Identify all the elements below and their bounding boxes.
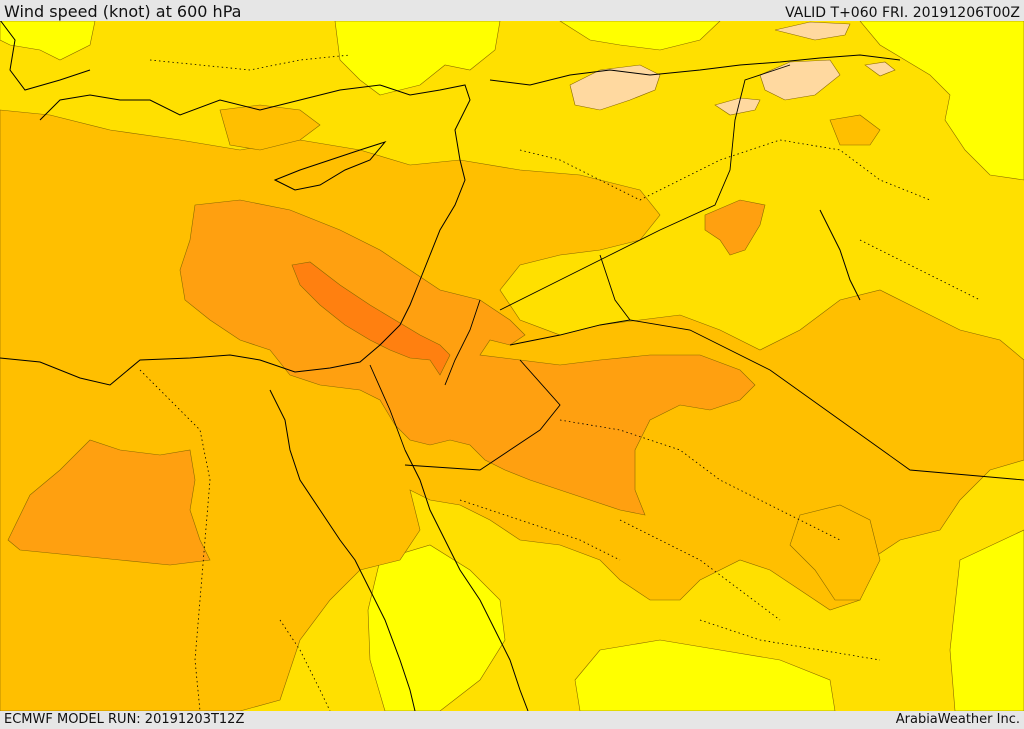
footer-bar: ECMWF MODEL RUN: 20191203T12Z ArabiaWeat… <box>0 711 1024 729</box>
map-title: Wind speed (knot) at 600 hPa <box>4 2 242 21</box>
model-run-label: ECMWF MODEL RUN: 20191203T12Z <box>4 712 245 727</box>
header-bar: Wind speed (knot) at 600 hPa VALID T+060… <box>0 0 1024 21</box>
valid-time: VALID T+060 FRI. 20191206T00Z <box>785 5 1020 21</box>
light-wind-areas <box>0 21 1024 711</box>
borders <box>369 64 1024 481</box>
coastlines <box>0 21 901 711</box>
credit-label: ArabiaWeather Inc. <box>895 712 1020 727</box>
calm-areas <box>569 21 896 116</box>
wind-speed-map <box>0 21 1024 711</box>
province-boundaries <box>139 54 981 711</box>
map-canvas <box>0 21 1024 711</box>
strongest-wind-areas <box>291 261 451 376</box>
